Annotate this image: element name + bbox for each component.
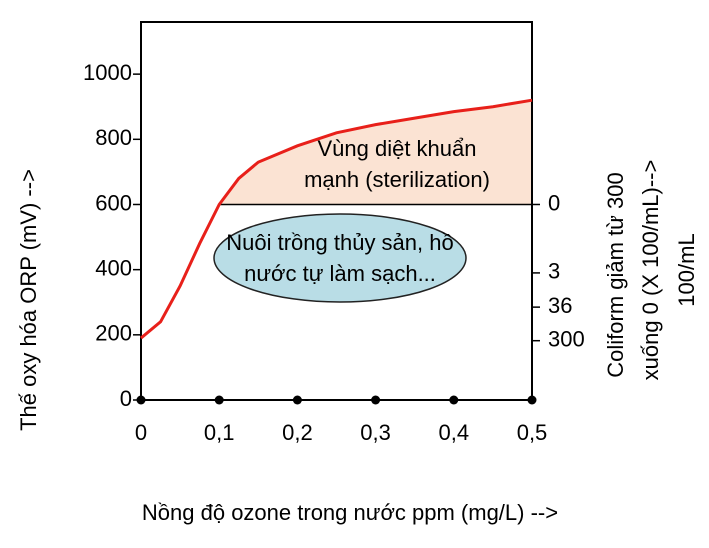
x-tick bbox=[292, 395, 302, 405]
x-tick-label: 0,4 bbox=[439, 420, 470, 445]
x-tick bbox=[449, 395, 459, 405]
y-tick-label: 400 bbox=[95, 255, 132, 280]
x-tick-label: 0,2 bbox=[282, 420, 313, 445]
x-tick-label: 0 bbox=[135, 420, 147, 445]
x-tick bbox=[136, 395, 146, 405]
y2-axis-label: Coliform giảm từ 300 bbox=[603, 172, 628, 377]
x-tick bbox=[527, 395, 537, 405]
annotation-text: Nuôi trồng thủy sản, hồ bbox=[226, 230, 453, 255]
x-tick-label: 0,3 bbox=[360, 420, 391, 445]
y-tick-label: 1000 bbox=[83, 60, 132, 85]
x-tick-label: 0,5 bbox=[517, 420, 548, 445]
y2-axis-label: 100/mL bbox=[674, 233, 699, 306]
y-tick-label: 200 bbox=[95, 321, 132, 346]
y-tick-label: 800 bbox=[95, 125, 132, 150]
y-axis-label: Thế oxy hóa ORP (mV) --> bbox=[16, 169, 41, 431]
y2-tick-label: 36 bbox=[548, 293, 572, 318]
y-tick-label: 0 bbox=[120, 386, 132, 411]
y2-axis-label: xuống 0 (X 100/mL)--> bbox=[638, 160, 663, 381]
y-tick-label: 600 bbox=[95, 190, 132, 215]
sterilization-area bbox=[219, 100, 532, 205]
plot-frame bbox=[140, 21, 533, 401]
annotation-ellipse bbox=[213, 213, 467, 303]
y2-tick-label: 300 bbox=[548, 327, 585, 352]
y2-tick-label: 3 bbox=[548, 259, 560, 284]
annotation-text: mạnh (sterilization) bbox=[304, 167, 490, 192]
x-tick bbox=[214, 395, 224, 405]
annotation-text: Vùng diệt khuẩn bbox=[317, 136, 476, 161]
annotation-text: nước tự làm sạch... bbox=[244, 261, 436, 286]
y2-tick-label: 0 bbox=[548, 190, 560, 215]
x-tick bbox=[371, 395, 381, 405]
x-tick-label: 0,1 bbox=[204, 420, 235, 445]
x-axis-label: Nồng độ ozone trong nước ppm (mg/L) --> bbox=[142, 500, 558, 525]
orp-curve bbox=[140, 98, 533, 340]
